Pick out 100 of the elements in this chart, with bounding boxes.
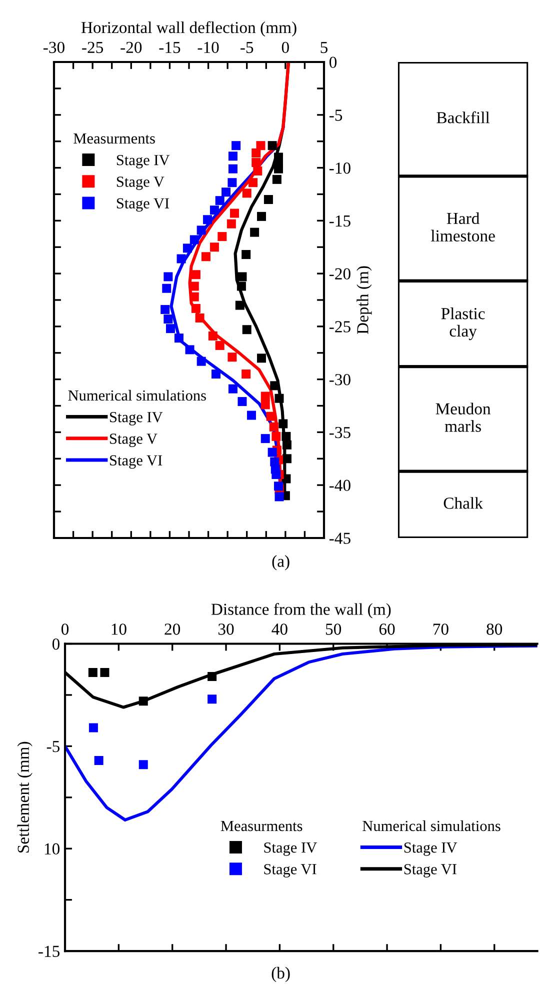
annotation: Numerical simulations — [68, 390, 206, 401]
point — [260, 400, 270, 410]
series-label: Meudon marls — [436, 402, 491, 432]
y-tick-label: 0 — [329, 56, 337, 68]
point — [252, 148, 261, 158]
x-tick-label: -25 — [82, 42, 104, 54]
series-label: Backfill — [436, 111, 490, 124]
point — [228, 384, 238, 394]
x-tick-label: 60 — [379, 624, 395, 635]
point — [268, 448, 277, 457]
series-label: Hard limestone — [430, 212, 495, 242]
point — [268, 141, 277, 150]
point — [222, 188, 231, 197]
point — [226, 219, 236, 228]
point — [138, 760, 148, 770]
point — [228, 352, 237, 362]
x-tick-label: 70 — [433, 624, 448, 635]
point — [94, 756, 104, 766]
point — [278, 419, 288, 428]
y-axis-title: Depth (m) — [356, 266, 372, 334]
point — [274, 164, 283, 174]
series-label: Plastic clay — [441, 308, 485, 340]
point — [210, 206, 219, 215]
point — [228, 178, 237, 188]
point — [208, 672, 217, 682]
legend-label: Stage IV — [110, 412, 163, 426]
point — [162, 284, 172, 293]
y-tick-label: -45 — [329, 532, 350, 544]
point — [176, 254, 186, 264]
y-tick-label: -40 — [329, 480, 350, 492]
x-tick-label: -20 — [120, 42, 142, 54]
point — [256, 141, 266, 150]
point — [215, 340, 224, 350]
x-tick-label: 0 — [61, 624, 69, 635]
point — [266, 412, 276, 421]
x-tick-label: -10 — [198, 42, 219, 54]
y-tick-label: -25 — [329, 321, 350, 332]
series-label: Chalk — [444, 497, 483, 509]
point — [274, 492, 284, 502]
annotation: Measurments — [74, 133, 155, 144]
point — [272, 470, 281, 480]
x-tick-label: 30 — [218, 624, 234, 635]
legend-label: Stage VI — [404, 864, 456, 878]
point — [274, 482, 283, 491]
legend-label: Stage V — [116, 176, 164, 190]
point — [282, 432, 291, 441]
x-tick-label: 80 — [486, 624, 502, 635]
point — [270, 381, 280, 390]
point — [246, 410, 256, 420]
point — [190, 235, 199, 244]
y-tick-label: -10 — [329, 162, 350, 174]
annotation: Measurments — [220, 820, 302, 832]
annotation: Numerical simulations — [362, 820, 500, 832]
point — [185, 345, 194, 354]
point — [242, 188, 252, 198]
y-tick-label: -5 — [329, 110, 342, 121]
legend-label: Stage IV — [264, 842, 317, 856]
point — [164, 314, 173, 324]
point — [196, 226, 206, 235]
point — [174, 334, 184, 343]
point — [252, 158, 261, 167]
point — [248, 178, 258, 188]
point — [272, 432, 281, 441]
point — [260, 392, 270, 401]
point — [260, 434, 270, 444]
point — [160, 305, 170, 314]
y-tick-label: -15 — [38, 946, 60, 957]
x-tick-label: 40 — [272, 624, 288, 635]
point — [182, 244, 192, 253]
point — [100, 668, 110, 677]
x-tick-label: 0 — [282, 42, 289, 54]
point — [235, 300, 244, 310]
y-tick-label: -5 — [46, 741, 60, 752]
legend-label: Stage V — [110, 434, 158, 448]
text: (b) — [272, 966, 290, 982]
point — [236, 282, 246, 291]
point — [191, 270, 200, 280]
legend-label: Stage VI — [116, 198, 170, 212]
point — [196, 356, 206, 366]
legend-label: Stage IV — [116, 154, 170, 168]
point — [230, 208, 240, 218]
x-tick-label: 50 — [326, 624, 342, 635]
legend-label: Stage VI — [264, 864, 316, 878]
point — [138, 696, 148, 706]
text: (a) — [272, 555, 290, 570]
point — [238, 397, 247, 406]
point — [218, 232, 227, 242]
point — [242, 370, 251, 379]
point — [212, 370, 220, 379]
point — [242, 250, 251, 260]
x-tick-label: 20 — [164, 624, 180, 635]
point — [272, 174, 282, 184]
point — [195, 313, 204, 322]
point — [164, 272, 173, 282]
point — [215, 196, 224, 206]
point — [203, 215, 212, 224]
point — [191, 304, 200, 313]
point — [253, 166, 262, 176]
point — [88, 723, 98, 732]
point — [274, 152, 283, 162]
